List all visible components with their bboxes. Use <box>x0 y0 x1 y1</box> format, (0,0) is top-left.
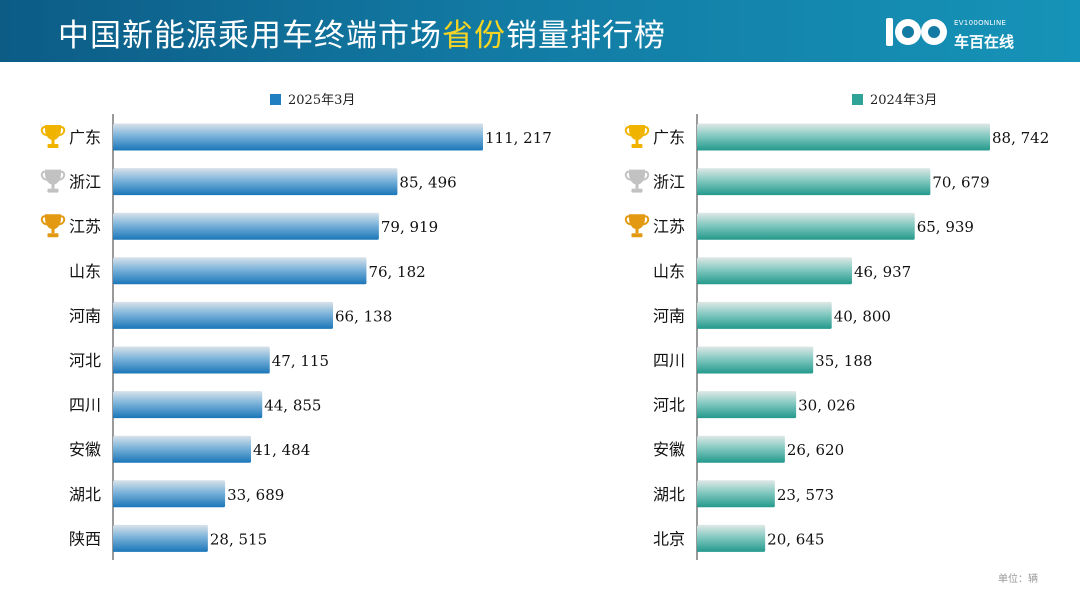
bar-left-10 <box>113 524 208 552</box>
legend-swatch-left <box>270 94 281 105</box>
value-label-left-2: 85, 496 <box>399 174 456 192</box>
bar-right-7 <box>697 391 797 419</box>
category-label-right-10: 北京 <box>653 529 685 548</box>
category-label-right-8: 安徽 <box>653 440 685 459</box>
brand-logo <box>886 18 947 46</box>
bar-right-8 <box>697 435 785 463</box>
value-label-right-4: 46, 937 <box>854 263 911 281</box>
value-label-left-7: 44, 855 <box>264 397 321 415</box>
legend-label-right: 2024年3月 <box>870 93 937 108</box>
title-highlight: 省份 <box>442 18 506 54</box>
category-label-left-6: 河北 <box>69 351 101 370</box>
title-suffix: 销量排行榜 <box>506 18 666 54</box>
value-label-left-1: 111, 217 <box>485 129 552 147</box>
value-label-right-1: 88, 742 <box>992 129 1049 147</box>
bar-left-2 <box>113 168 398 196</box>
legend-label-left: 2025年3月 <box>288 93 355 108</box>
value-label-left-8: 41, 484 <box>253 441 310 459</box>
category-label-left-3: 江苏 <box>69 217 101 236</box>
bar-left-7 <box>113 391 263 419</box>
category-label-left-1: 广东 <box>69 128 101 147</box>
value-label-right-9: 23, 573 <box>777 486 834 504</box>
value-label-right-10: 20, 645 <box>767 530 824 548</box>
value-label-left-5: 66, 138 <box>335 307 392 325</box>
logo-subtext: EV100ONLINE <box>954 19 1007 27</box>
bar-left-8 <box>113 435 252 463</box>
category-label-left-2: 浙江 <box>69 173 101 192</box>
trophy-bronze-icon <box>624 214 650 238</box>
category-label-right-6: 四川 <box>653 351 685 370</box>
trophy-bronze-icon <box>40 214 66 238</box>
bar-left-3 <box>113 212 379 240</box>
bar-right-3 <box>697 212 915 240</box>
bar-left-9 <box>113 480 226 508</box>
category-label-right-2: 浙江 <box>653 173 685 192</box>
bar-left-1 <box>113 123 483 151</box>
category-label-left-7: 四川 <box>69 396 101 415</box>
trophy-silver-icon <box>624 169 650 193</box>
bar-right-2 <box>697 168 931 196</box>
bar-left-6 <box>113 346 270 374</box>
value-label-left-10: 28, 515 <box>210 530 267 548</box>
value-label-right-6: 35, 188 <box>815 352 872 370</box>
value-label-right-3: 65, 939 <box>917 218 974 236</box>
value-label-left-9: 33, 689 <box>227 486 284 504</box>
unit-label: 单位：辆 <box>998 574 1038 585</box>
value-label-right-5: 40, 800 <box>834 307 891 325</box>
category-label-left-8: 安徽 <box>69 440 101 459</box>
bar-left-4 <box>113 257 367 285</box>
bar-right-5 <box>697 301 832 329</box>
category-label-right-9: 湖北 <box>653 485 685 504</box>
trophy-silver-icon <box>40 169 66 193</box>
value-label-right-2: 70, 679 <box>932 174 989 192</box>
trophy-gold-icon <box>624 125 650 148</box>
page-title: 中国新能源乘用车终端市场省份销量排行榜 <box>58 10 666 55</box>
category-label-left-4: 山东 <box>69 262 101 281</box>
bar-left-5 <box>113 301 334 329</box>
value-label-right-8: 26, 620 <box>787 441 844 459</box>
bar-right-6 <box>697 346 814 374</box>
category-label-left-10: 陕西 <box>69 529 101 548</box>
bar-right-10 <box>697 524 766 552</box>
category-label-right-1: 广东 <box>653 128 685 147</box>
header-banner: 中国新能源乘用车终端市场省份销量排行榜 EV100ONLINE 车百在线 <box>0 0 1080 62</box>
category-label-right-4: 山东 <box>653 262 685 281</box>
category-label-left-9: 湖北 <box>69 485 101 504</box>
value-label-left-4: 76, 182 <box>368 263 425 281</box>
bar-right-1 <box>697 123 990 151</box>
category-label-right-7: 河北 <box>653 396 685 415</box>
trophy-gold-icon <box>40 125 66 148</box>
category-label-right-3: 江苏 <box>653 217 685 236</box>
bar-right-9 <box>697 480 775 508</box>
category-label-right-5: 河南 <box>653 306 685 325</box>
value-label-left-3: 79, 919 <box>381 218 438 236</box>
bar-right-4 <box>697 257 852 285</box>
category-label-left-5: 河南 <box>69 306 101 325</box>
legend-swatch-right <box>852 94 863 105</box>
logo-maintext: 车百在线 <box>954 33 1015 51</box>
title-prefix: 中国新能源乘用车终端市场 <box>58 18 442 54</box>
value-label-right-7: 30, 026 <box>798 397 855 415</box>
value-label-left-6: 47, 115 <box>272 352 329 370</box>
